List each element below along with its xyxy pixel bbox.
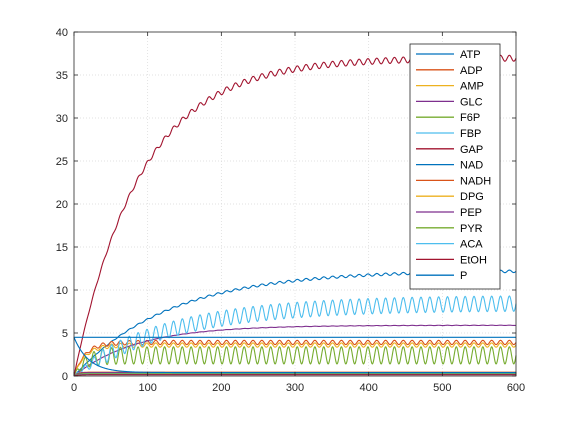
- legend-label-amp: AMP: [460, 81, 484, 93]
- legend-label-nad: NAD: [460, 160, 483, 172]
- x-tick-label: 300: [286, 382, 304, 394]
- y-tick-label: 20: [56, 199, 68, 211]
- legend-label-atp: ATP: [460, 49, 481, 61]
- y-tick-label: 25: [56, 156, 68, 168]
- legend-label-pyr: PYR: [460, 223, 483, 235]
- x-tick-label: 400: [359, 382, 377, 394]
- y-tick-label: 5: [62, 328, 68, 340]
- y-tick-label: 35: [56, 70, 68, 82]
- legend: ATP ADP AMP GLC F6P FBP GAP NAD NADH DPG PEP PYR ACA…: [409, 43, 501, 290]
- legend-label-dpg: DPG: [460, 191, 484, 203]
- legend-label-etoh: EtOH: [460, 254, 487, 266]
- x-tick-label: 600: [507, 382, 525, 394]
- series-line-f6p: [73, 346, 517, 377]
- legend-label-f6p: F6P: [460, 112, 480, 124]
- x-tick-label: 500: [433, 382, 451, 394]
- legend-label-nadh: NADH: [460, 175, 491, 187]
- legend-label-glc: GLC: [460, 96, 483, 108]
- y-tick-label: 40: [56, 27, 68, 39]
- legend-label-gap: GAP: [460, 144, 483, 156]
- x-tick-label: 200: [212, 382, 230, 394]
- y-tick-label: 0: [62, 371, 68, 383]
- legend-box: [409, 43, 501, 290]
- legend-label-adp: ADP: [460, 65, 483, 77]
- x-tick-label: 100: [138, 382, 156, 394]
- ticks: 0 100 200 300 400 500 600 0 5 10 15 20 25 30 35 40: [56, 27, 525, 394]
- series-line-glc: [73, 324, 517, 377]
- legend-label-pep: PEP: [460, 207, 482, 219]
- x-tick-label: 0: [71, 382, 77, 394]
- y-tick-label: 15: [56, 242, 68, 254]
- series-line-fbp: [73, 295, 517, 377]
- legend-label-fbp: FBP: [460, 128, 481, 140]
- y-tick-label: 10: [56, 285, 68, 297]
- legend-label-p: P: [460, 270, 467, 282]
- y-tick-label: 30: [56, 113, 68, 125]
- series-line-amp: [73, 342, 517, 377]
- legend-label-aca: ACA: [460, 239, 483, 251]
